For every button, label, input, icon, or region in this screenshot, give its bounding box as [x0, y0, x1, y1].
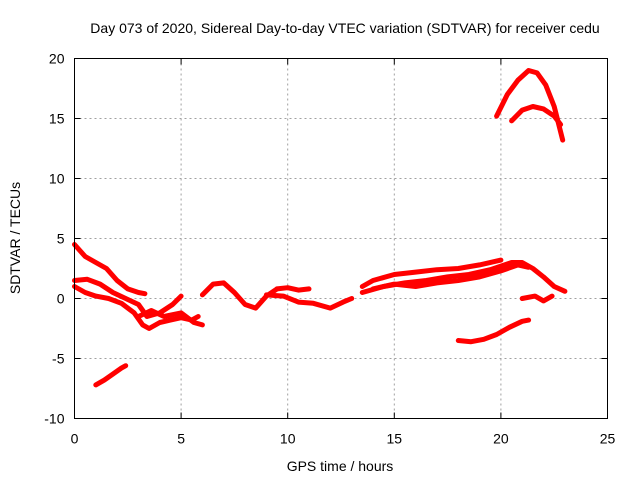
- axis-ticks: [74, 58, 608, 419]
- series-line-track-c: [72, 284, 201, 331]
- series-line-track-n: [494, 68, 566, 143]
- x-tick-labels: 0 5 10 15 20 25: [71, 431, 616, 447]
- series-line-track-i: [359, 257, 504, 289]
- data-series: [72, 68, 568, 388]
- x-tick-label: 20: [493, 431, 509, 447]
- chart-title: Day 073 of 2020, Sidereal Day-to-day VTE…: [90, 20, 599, 36]
- series-line-track-h: [274, 285, 312, 293]
- y-tick-label: 20: [49, 51, 65, 67]
- x-tick-label: 25: [600, 431, 616, 447]
- series-line-track-d: [136, 308, 205, 328]
- y-tick-label: 15: [49, 111, 65, 127]
- y-tick-label: 5: [57, 231, 65, 247]
- y-axis-label: SDTVAR / TECUs: [7, 182, 23, 294]
- y-tick-label: -10: [44, 411, 64, 427]
- x-tick-label: 15: [387, 431, 403, 447]
- series-line-track-m: [455, 317, 532, 345]
- y-tick-labels: -10 -5 0 5 10 15 20: [44, 51, 64, 427]
- x-axis-label: GPS time / hours: [287, 458, 394, 474]
- series-line-track-k: [370, 262, 532, 292]
- series-line-track-e: [93, 363, 129, 388]
- series-line-track-l: [519, 293, 555, 304]
- x-tick-label: 10: [280, 431, 296, 447]
- series-line-track-a: [72, 242, 148, 297]
- x-tick-label: 5: [177, 431, 185, 447]
- y-tick-label: 0: [57, 291, 65, 307]
- y-tick-label: 10: [49, 171, 65, 187]
- grid-lines: [74, 58, 608, 419]
- series-line-track-g: [263, 292, 355, 311]
- x-tick-label: 0: [71, 431, 79, 447]
- series-line-track-o: [509, 104, 564, 127]
- series-line-track-b: [72, 276, 184, 319]
- y-tick-label: -5: [52, 351, 65, 367]
- series-line-track-f: [199, 280, 280, 311]
